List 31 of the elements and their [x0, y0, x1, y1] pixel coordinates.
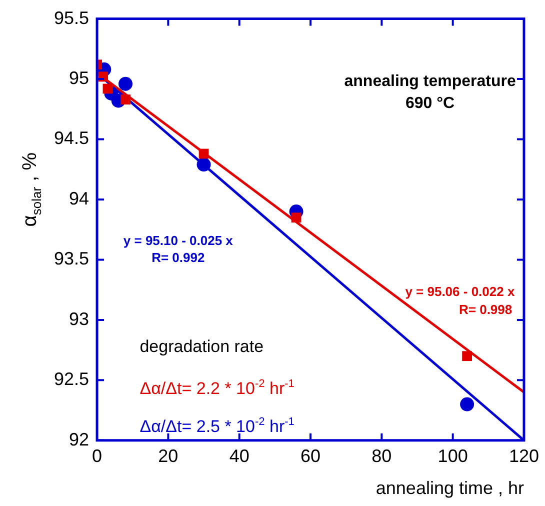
y-tick-label: 94 — [69, 188, 90, 208]
x-tick-label: 40 — [229, 446, 250, 466]
annotation: annealing temperature — [344, 73, 516, 90]
y-tick-label: 94.5 — [54, 128, 90, 148]
annotation: y = 95.10 - 0.025 x — [123, 233, 234, 248]
point — [198, 148, 209, 159]
annotation: 690 °C — [406, 95, 456, 112]
x-tick-label: 80 — [372, 446, 392, 466]
x-tick-label: 100 — [438, 446, 468, 466]
point — [120, 94, 130, 104]
y-tick-label: 93 — [69, 308, 90, 329]
point — [462, 351, 472, 362]
point — [118, 76, 132, 91]
x-tick-label: 60 — [300, 446, 321, 466]
point — [291, 212, 302, 223]
x-tick-label: 120 — [508, 446, 540, 466]
annotation: y = 95.06 - 0.022 x — [405, 284, 516, 299]
y-tick-label: 92 — [69, 429, 90, 450]
y-tick-label: 92.5 — [54, 369, 90, 390]
y-tick-label: 95 — [69, 68, 90, 88]
y-axis-title: αsolar , % — [19, 152, 44, 227]
annotation: R= 0.998 — [458, 302, 512, 317]
x-tick-label: 20 — [158, 446, 178, 466]
y-tick-label: 93.5 — [54, 248, 90, 269]
annotation: R= 0.992 — [152, 250, 205, 265]
x-axis-title: annealing time , hr — [376, 478, 524, 498]
point — [460, 397, 474, 412]
annotation: degradation rate — [140, 337, 264, 356]
point — [196, 158, 211, 172]
y-tick-label: 95.5 — [54, 8, 90, 28]
x-tick-label: 0 — [92, 446, 102, 466]
